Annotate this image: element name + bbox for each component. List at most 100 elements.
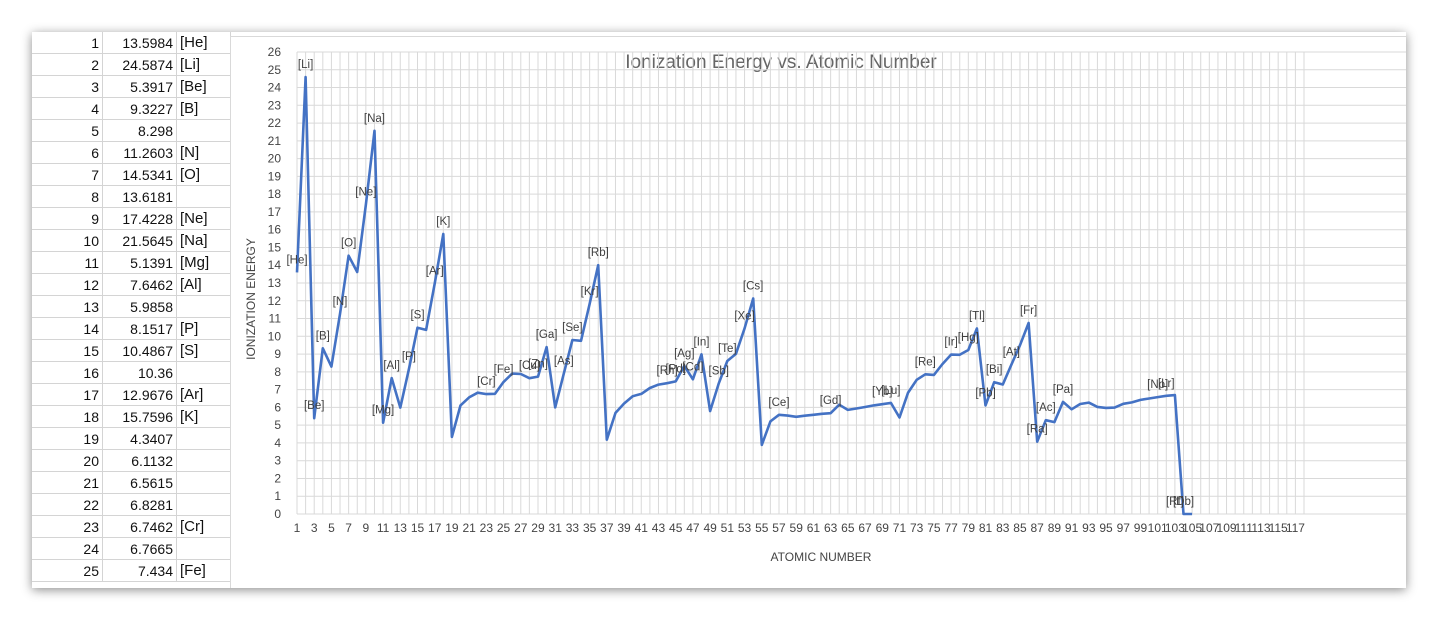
ionization-value-cell[interactable]: 5.1391: [102, 251, 177, 274]
chart-title: Ionization Energy vs. Atomic Number: [625, 52, 937, 73]
ionization-value-cell[interactable]: 4.3407: [102, 427, 177, 450]
row-number-cell[interactable]: 2: [32, 53, 103, 76]
element-label-cell[interactable]: [Be]: [176, 75, 231, 98]
ionization-value-cell[interactable]: 9.3227: [102, 97, 177, 120]
ionization-value-cell[interactable]: 7.434: [102, 559, 177, 582]
ionization-value-cell[interactable]: 6.5615: [102, 471, 177, 494]
table-row: 3 5.3917 [Be]: [32, 75, 231, 98]
element-label-cell[interactable]: [K]: [176, 405, 231, 428]
row-number-cell[interactable]: 6: [32, 141, 103, 164]
ionization-value-cell[interactable]: 17.4228: [102, 207, 177, 230]
element-label-cell[interactable]: [176, 449, 231, 472]
spreadsheet-window: 1 13.5984 [He] 2 24.5874 [Li] 3 5.3917 [Be] 4 9.32…: [32, 32, 1406, 588]
ionization-value-cell[interactable]: 10.4867: [102, 339, 177, 362]
ionization-value-cell[interactable]: 21.5645: [102, 229, 177, 252]
table-row: 21 6.5615: [32, 471, 231, 494]
row-number-cell[interactable]: 9: [32, 207, 103, 230]
row-number-cell[interactable]: 16: [32, 361, 103, 384]
element-label-cell[interactable]: [S]: [176, 339, 231, 362]
y-axis-title: IONIZATION ENERGY: [244, 238, 258, 360]
element-label-cell[interactable]: [Ar]: [176, 383, 231, 406]
row-number-cell[interactable]: 15: [32, 339, 103, 362]
element-label-cell[interactable]: [Fe]: [176, 559, 231, 582]
y-tick-label: 15: [268, 240, 282, 254]
element-label-cell[interactable]: [176, 537, 231, 560]
x-tick-label: 1: [294, 521, 301, 535]
ionization-value-cell[interactable]: 14.5341: [102, 163, 177, 186]
row-number-cell[interactable]: 13: [32, 295, 103, 318]
element-label-cell[interactable]: [B]: [176, 97, 231, 120]
ionization-value-cell[interactable]: 13.5984: [102, 32, 177, 54]
element-label-cell[interactable]: [176, 119, 231, 142]
row-number-cell[interactable]: 19: [32, 427, 103, 450]
table-row: 14 8.1517 [P]: [32, 317, 231, 340]
element-label-cell[interactable]: [Cr]: [176, 515, 231, 538]
row-number-cell[interactable]: 17: [32, 383, 103, 406]
row-number-cell[interactable]: 21: [32, 471, 103, 494]
ionization-value-cell[interactable]: 5.9858: [102, 295, 177, 318]
element-label-cell[interactable]: [Li]: [176, 53, 231, 76]
ionization-value-cell[interactable]: 5.3917: [102, 75, 177, 98]
ionization-value-cell[interactable]: 15.7596: [102, 405, 177, 428]
element-label-cell[interactable]: [176, 295, 231, 318]
row-number-cell[interactable]: 22: [32, 493, 103, 516]
ionization-value-cell[interactable]: 10.36: [102, 361, 177, 384]
row-number-cell[interactable]: 12: [32, 273, 103, 296]
table-row: 17 12.9676 [Ar]: [32, 383, 231, 406]
ionization-value-cell[interactable]: 6.8281: [102, 493, 177, 516]
row-number-cell[interactable]: 3: [32, 75, 103, 98]
row-number-cell[interactable]: 5: [32, 119, 103, 142]
ionization-value-cell[interactable]: 8.298: [102, 119, 177, 142]
data-label: [S]: [410, 310, 424, 322]
data-label: [Ne]: [355, 186, 376, 198]
row-number-cell[interactable]: 4: [32, 97, 103, 120]
data-label: [B]: [316, 330, 330, 342]
row-number-cell[interactable]: 23: [32, 515, 103, 538]
ionization-value-cell[interactable]: 6.1132: [102, 449, 177, 472]
y-tick-label: 6: [274, 400, 281, 414]
data-label: [N]: [333, 296, 348, 308]
y-tick-label: 9: [274, 347, 281, 361]
element-label-cell[interactable]: [N]: [176, 141, 231, 164]
element-label-cell[interactable]: [He]: [176, 32, 231, 54]
y-tick-label: 2: [274, 471, 281, 485]
element-label-cell[interactable]: [P]: [176, 317, 231, 340]
row-number-cell[interactable]: 1: [32, 32, 103, 54]
row-number-cell[interactable]: 7: [32, 163, 103, 186]
element-label-cell[interactable]: [Al]: [176, 273, 231, 296]
row-number-cell[interactable]: 18: [32, 405, 103, 428]
row-number-cell[interactable]: 8: [32, 185, 103, 208]
element-label-cell[interactable]: [176, 471, 231, 494]
data-label: [Sb]: [709, 366, 729, 378]
ionization-value-cell[interactable]: 8.1517: [102, 317, 177, 340]
ionization-value-cell[interactable]: 12.9676: [102, 383, 177, 406]
row-number-cell[interactable]: 20: [32, 449, 103, 472]
element-label-cell[interactable]: [176, 185, 231, 208]
element-label-cell[interactable]: [176, 361, 231, 384]
x-tick-label: 37: [600, 521, 614, 535]
row-number-cell[interactable]: 10: [32, 229, 103, 252]
ionization-value-cell[interactable]: 11.2603: [102, 141, 177, 164]
x-tick-label: 21: [462, 521, 476, 535]
element-label-cell[interactable]: [Na]: [176, 229, 231, 252]
element-label-cell[interactable]: [176, 427, 231, 450]
x-tick-label: 61: [807, 521, 821, 535]
element-label-cell[interactable]: [Ne]: [176, 207, 231, 230]
ionization-value-cell[interactable]: 6.7665: [102, 537, 177, 560]
data-label: [Ce]: [768, 397, 789, 409]
ionization-value-cell[interactable]: 6.7462: [102, 515, 177, 538]
row-number-cell[interactable]: 14: [32, 317, 103, 340]
data-label: [In]: [694, 336, 710, 348]
row-number-cell[interactable]: 24: [32, 537, 103, 560]
y-tick-label: 5: [274, 418, 281, 432]
ionization-value-cell[interactable]: 13.6181: [102, 185, 177, 208]
row-number-cell[interactable]: 11: [32, 251, 103, 274]
ionization-value-cell[interactable]: 24.5874: [102, 53, 177, 76]
row-number-cell[interactable]: 25: [32, 559, 103, 582]
element-label-cell[interactable]: [176, 493, 231, 516]
y-tick-label: 23: [268, 98, 282, 112]
ionization-value-cell[interactable]: 7.6462: [102, 273, 177, 296]
element-label-cell[interactable]: [O]: [176, 163, 231, 186]
element-label-cell[interactable]: [Mg]: [176, 251, 231, 274]
